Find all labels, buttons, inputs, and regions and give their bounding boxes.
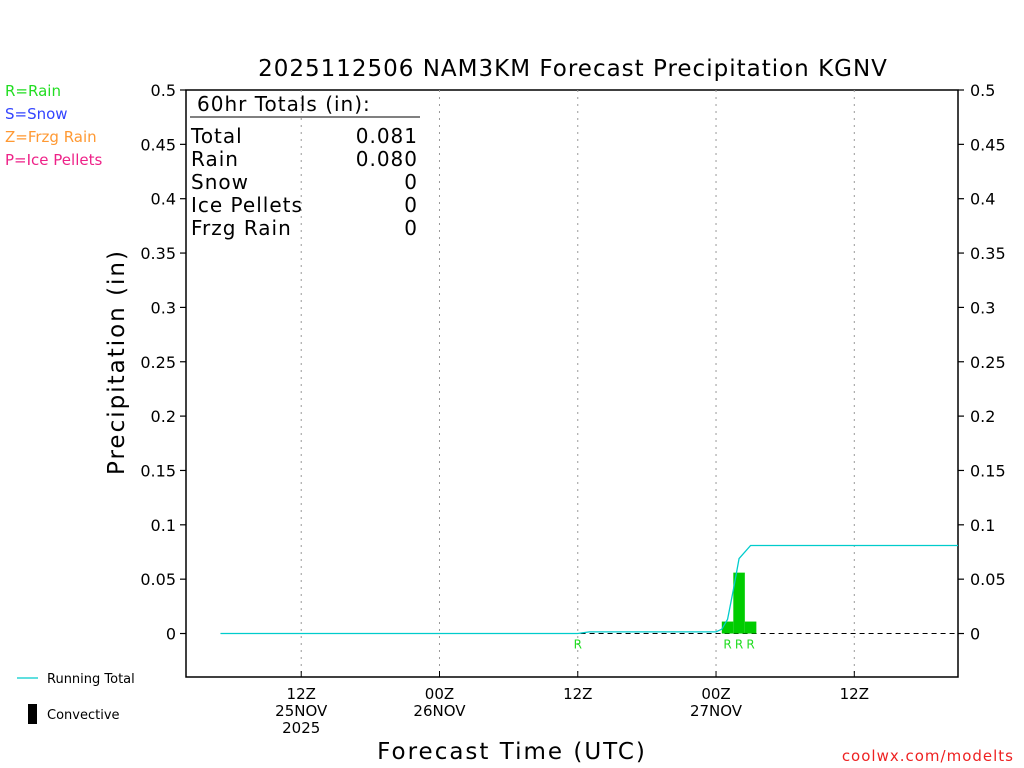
x-tick-label: 25NOV [275, 702, 328, 720]
x-tick-label: 12Z [563, 685, 592, 703]
y-tick-label: 0.25 [140, 353, 176, 372]
y-tick-label-right: 0 [970, 625, 980, 644]
bars [721, 572, 757, 634]
totals-label: Total [190, 124, 243, 148]
totals-header: 60hr Totals (in): [197, 92, 371, 116]
totals-box: 60hr Totals (in): Total 0.081 Rain 0.080 Snow… [190, 92, 420, 240]
y-tick-label: 0.45 [140, 135, 176, 154]
totals-value: 0.081 [356, 124, 418, 148]
type-legend-item: S=Snow [5, 105, 68, 123]
y-tick-label-right: 0.35 [970, 244, 1006, 263]
y-tick-label-right: 0.5 [970, 81, 995, 100]
totals-value: 0.080 [356, 147, 418, 171]
y-tick-label-right: 0.1 [970, 516, 995, 535]
y-tick-label-right: 0.2 [970, 407, 995, 426]
y-tick-label-right: 0.3 [970, 298, 995, 317]
type-legend-item: Z=Frzg Rain [5, 128, 97, 146]
y-axis-left: 0 0.05 0.1 0.15 0.2 0.25 0.3 0.35 0.4 0.45 0.5 [140, 81, 186, 644]
y-axis-label: Precipitation (in) [104, 249, 130, 475]
y-tick-label: 0.35 [140, 244, 176, 263]
totals-label: Ice Pellets [191, 193, 303, 217]
type-marker: R [723, 638, 731, 652]
y-tick-label: 0.1 [151, 516, 176, 535]
running-total-line [220, 544, 958, 635]
y-tick-label-right: 0.15 [970, 461, 1006, 480]
type-marker: R [735, 638, 743, 652]
x-tick-label: 00Z [701, 685, 730, 703]
precip-bar [733, 572, 745, 634]
type-legend: R=Rain S=Snow Z=Frzg Rain P=Ice Pellets [5, 82, 102, 169]
x-tick-label: 00Z [425, 685, 454, 703]
x-tick-label: 12Z [287, 685, 316, 703]
type-legend-item: P=Ice Pellets [5, 151, 102, 169]
y-tick-label: 0.05 [140, 570, 176, 589]
type-marker: R [746, 638, 754, 652]
x-tick-label: 27NOV [690, 702, 743, 720]
y-tick-label-right: 0.4 [970, 190, 995, 209]
y-tick-label: 0.15 [140, 461, 176, 480]
plot-frame [185, 89, 959, 678]
type-legend-item: R=Rain [5, 82, 61, 100]
totals-value: 0 [404, 216, 418, 240]
chart-title: 2025112506 NAM3KM Forecast Precipitation… [258, 56, 888, 82]
totals-value: 0 [404, 170, 418, 194]
totals-label: Snow [191, 170, 249, 194]
y-tick-label: 0.2 [151, 407, 176, 426]
y-tick-label-right: 0.25 [970, 353, 1006, 372]
y-axis-right: 0 0.05 0.1 0.15 0.2 0.25 0.3 0.35 0.4 0.45 0.5 [958, 81, 1006, 644]
type-marker: R [574, 638, 582, 652]
y-tick-label-right: 0.45 [970, 135, 1006, 154]
series-legend-label: Convective [47, 708, 120, 723]
precip-bar [721, 621, 734, 634]
series-legend: Running Total Convective [17, 672, 135, 724]
totals-value: 0 [404, 193, 418, 217]
x-grid [300, 90, 855, 677]
x-tick-label: 26NOV [413, 702, 466, 720]
y-tick-label: 0.5 [151, 81, 176, 100]
series-legend-label: Running Total [47, 672, 135, 687]
y-tick-label: 0.4 [151, 190, 176, 209]
totals-label: Frzg Rain [191, 216, 292, 240]
precip-bar [744, 621, 757, 634]
y-tick-label: 0 [166, 625, 176, 644]
legend-block-swatch [28, 704, 37, 724]
x-tick-label: 2025 [282, 719, 320, 737]
credit-text: coolwx.com/modelts [842, 747, 1014, 765]
totals-label: Rain [191, 147, 239, 171]
y-tick-label-right: 0.05 [970, 570, 1006, 589]
x-tick-label: 12Z [840, 685, 869, 703]
y-tick-label: 0.3 [151, 298, 176, 317]
x-axis-label: Forecast Time (UTC) [377, 739, 647, 765]
